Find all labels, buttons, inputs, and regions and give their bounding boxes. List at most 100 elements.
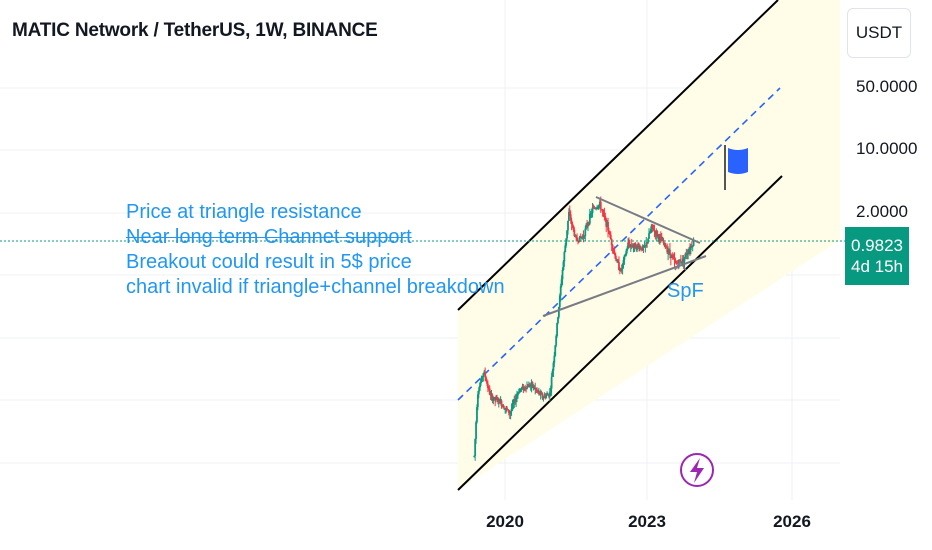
candle-body bbox=[613, 250, 616, 254]
candle-body bbox=[648, 233, 650, 239]
candle-body bbox=[588, 223, 590, 225]
candle-body bbox=[510, 408, 513, 412]
candle-body bbox=[576, 238, 578, 241]
candle-body bbox=[607, 222, 609, 231]
candle-body bbox=[598, 204, 600, 207]
candle-body bbox=[485, 377, 487, 382]
candle-body bbox=[660, 236, 663, 241]
candle-body bbox=[580, 237, 583, 239]
candle-body bbox=[587, 223, 589, 227]
candle-body bbox=[476, 407, 478, 423]
candle-body bbox=[618, 269, 621, 271]
candle-body bbox=[632, 246, 635, 248]
currency-button[interactable]: USDT bbox=[847, 8, 911, 58]
candle-body bbox=[628, 244, 631, 247]
triangle-pattern[interactable] bbox=[542, 196, 707, 317]
candle-body bbox=[683, 257, 686, 262]
candle-body bbox=[556, 323, 558, 336]
candle-body bbox=[602, 211, 605, 213]
candle-body bbox=[691, 245, 694, 247]
candle-body bbox=[486, 383, 489, 389]
candle-body bbox=[689, 249, 691, 251]
candle-body bbox=[603, 212, 606, 217]
candle-body bbox=[573, 229, 576, 236]
candle-body bbox=[639, 247, 642, 249]
candle-body bbox=[493, 397, 496, 400]
candle-body bbox=[506, 407, 508, 410]
candle-body bbox=[652, 227, 655, 231]
candle-body bbox=[497, 399, 500, 402]
note-line: Price at triangle resistance bbox=[126, 201, 362, 223]
candle-body bbox=[631, 245, 634, 247]
candle-body bbox=[509, 411, 512, 414]
candle-body bbox=[515, 397, 518, 402]
candle-body bbox=[586, 224, 589, 227]
candle-body bbox=[564, 245, 567, 253]
candle-body bbox=[533, 386, 536, 389]
triangle-resistance-line[interactable] bbox=[595, 196, 701, 244]
candle-body bbox=[486, 381, 488, 384]
note-line: Near long term Channet support bbox=[126, 226, 412, 248]
triangle-support-line[interactable] bbox=[542, 255, 707, 317]
candle-body bbox=[664, 243, 667, 248]
candle-body bbox=[642, 246, 645, 248]
candle-body bbox=[555, 335, 558, 346]
candle-body bbox=[537, 391, 540, 393]
candle-body bbox=[590, 213, 593, 215]
candle-body bbox=[502, 405, 505, 409]
x-tick-label: 2020 bbox=[486, 512, 524, 531]
last-price-badge: 0.9823 4d 15h bbox=[845, 227, 909, 285]
candle-body bbox=[667, 251, 670, 253]
channel-lower-line[interactable] bbox=[457, 175, 783, 491]
candle-body bbox=[608, 230, 610, 234]
candle-body bbox=[679, 260, 682, 263]
candle-body bbox=[507, 409, 509, 411]
candle-body bbox=[490, 395, 493, 397]
candle-body bbox=[684, 253, 687, 258]
candle-body bbox=[505, 407, 507, 409]
candle-body bbox=[544, 395, 547, 398]
channel-midline[interactable] bbox=[457, 87, 781, 401]
candle-body bbox=[542, 397, 545, 399]
candle-body bbox=[568, 211, 570, 221]
candle-body bbox=[478, 385, 481, 391]
candle-body bbox=[503, 408, 506, 410]
candle-body bbox=[680, 261, 683, 263]
candle-body bbox=[674, 260, 677, 263]
candle-body bbox=[571, 224, 574, 226]
candle-body bbox=[636, 244, 639, 250]
candle-body bbox=[495, 398, 497, 400]
candle-body bbox=[682, 258, 685, 262]
candle-body bbox=[523, 386, 526, 391]
lightning-icon[interactable] bbox=[680, 453, 714, 487]
candle-body bbox=[559, 286, 562, 296]
y-tick-label: 50.0000 bbox=[856, 77, 918, 96]
candle-body bbox=[608, 233, 611, 235]
candle-body bbox=[592, 207, 595, 209]
candle-body bbox=[609, 234, 612, 240]
candle-body bbox=[673, 258, 676, 261]
candle-body bbox=[538, 391, 541, 395]
channel-upper-line[interactable] bbox=[457, 0, 779, 311]
candle-body bbox=[535, 388, 538, 390]
candle-body bbox=[620, 268, 623, 270]
candle-body bbox=[639, 247, 641, 250]
candle-body bbox=[539, 392, 542, 395]
flag-icon[interactable] bbox=[724, 145, 748, 190]
annotation-note[interactable]: Price at triangle resistance Near long t… bbox=[126, 200, 505, 300]
candle-body bbox=[633, 243, 636, 247]
candle-body bbox=[489, 394, 492, 396]
candle-body bbox=[501, 405, 504, 407]
candle-body bbox=[526, 385, 528, 389]
candle-body bbox=[584, 228, 587, 237]
candle-body bbox=[474, 438, 477, 456]
channel-fill bbox=[458, 0, 840, 490]
candle-body bbox=[572, 225, 575, 230]
candle-body bbox=[583, 236, 586, 238]
spf-arrow bbox=[674, 260, 687, 271]
candle-body bbox=[553, 355, 556, 363]
candle-body bbox=[634, 243, 637, 249]
candle-body bbox=[617, 260, 619, 263]
candle-body bbox=[649, 232, 651, 234]
